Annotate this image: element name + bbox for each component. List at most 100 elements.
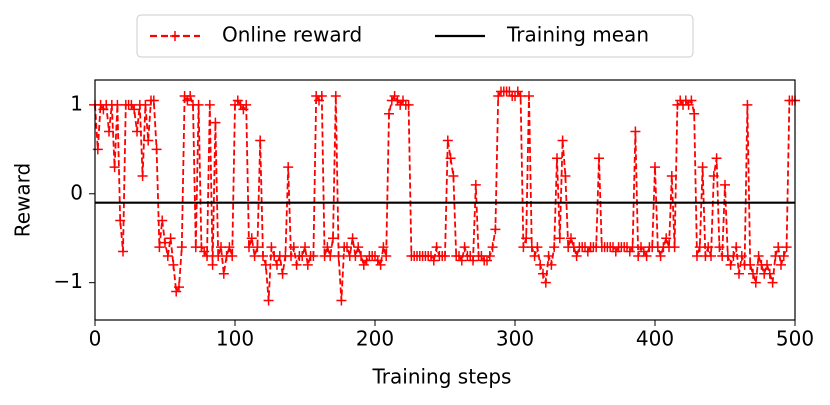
- y-tick-label: 0: [70, 180, 83, 204]
- x-tick-label: 200: [356, 327, 394, 351]
- marker: [286, 251, 296, 261]
- marker: [112, 99, 123, 110]
- marker: [160, 237, 170, 248]
- marker: [440, 251, 450, 261]
- marker: [210, 117, 221, 128]
- y-axis-label: Reward: [11, 163, 35, 237]
- marker: [403, 99, 414, 110]
- marker: [703, 242, 714, 253]
- marker: [630, 126, 641, 137]
- marker: [767, 277, 778, 288]
- marker: [148, 95, 159, 106]
- marker: [728, 251, 739, 261]
- marker: [347, 233, 358, 244]
- marker: [711, 153, 722, 164]
- marker: [554, 233, 565, 244]
- marker: [524, 91, 534, 101]
- marker: [442, 135, 453, 146]
- x-tick-label: 300: [496, 327, 534, 351]
- marker: [540, 277, 551, 288]
- marker: [515, 91, 526, 101]
- marker: [283, 162, 294, 173]
- marker: [594, 153, 604, 164]
- marker: [140, 99, 151, 110]
- marker: [742, 99, 753, 110]
- marker: [316, 91, 327, 101]
- marker: [708, 171, 719, 181]
- marker: [162, 251, 173, 261]
- marker: [154, 242, 165, 253]
- marker: [736, 251, 747, 261]
- legend-label: Training mean: [506, 23, 649, 47]
- marker: [764, 268, 775, 279]
- marker: [174, 282, 184, 293]
- marker: [456, 255, 467, 266]
- marker: [725, 259, 736, 270]
- marker: [137, 171, 148, 181]
- marker: [297, 251, 308, 261]
- marker: [157, 215, 168, 226]
- marker: [633, 251, 644, 261]
- marker: [627, 242, 638, 253]
- marker: [484, 251, 495, 261]
- legend-marker: [170, 31, 180, 41]
- marker: [470, 179, 481, 190]
- marker: [745, 259, 756, 270]
- marker: [342, 242, 352, 253]
- marker: [336, 295, 347, 306]
- marker: [487, 242, 498, 253]
- marker: [776, 259, 786, 270]
- marker: [375, 259, 386, 270]
- marker: [300, 242, 310, 253]
- marker: [566, 233, 576, 244]
- plot-frame: [94, 79, 796, 321]
- marker: [165, 233, 176, 244]
- marker: [104, 126, 114, 137]
- marker: [689, 108, 700, 119]
- marker: [641, 251, 652, 261]
- y-tick-label: −1: [54, 269, 83, 293]
- marker: [532, 242, 543, 253]
- marker: [781, 242, 792, 253]
- marker: [714, 242, 725, 253]
- marker: [244, 242, 254, 253]
- marker: [213, 251, 224, 261]
- legend-label: Online reward: [222, 23, 362, 47]
- marker: [216, 242, 226, 253]
- marker: [266, 242, 277, 253]
- marker: [132, 126, 142, 137]
- marker: [204, 99, 215, 110]
- marker: [773, 242, 784, 253]
- marker: [218, 268, 229, 279]
- marker: [445, 153, 456, 164]
- marker: [129, 104, 140, 115]
- marker: [384, 108, 394, 119]
- line: [94, 89, 795, 301]
- marker: [378, 242, 389, 253]
- marker: [650, 162, 660, 173]
- marker: [669, 242, 680, 253]
- marker: [252, 242, 263, 253]
- marker: [328, 233, 338, 244]
- marker: [353, 242, 364, 253]
- marker: [753, 251, 764, 261]
- marker: [731, 242, 742, 253]
- marker: [115, 215, 126, 226]
- marker: [538, 268, 548, 279]
- marker: [255, 135, 266, 146]
- marker: [224, 242, 235, 253]
- marker: [770, 251, 781, 261]
- marker: [706, 251, 716, 261]
- marker: [535, 259, 546, 270]
- marker: [571, 251, 582, 261]
- marker: [518, 242, 529, 253]
- marker: [459, 242, 470, 253]
- marker: [428, 255, 439, 266]
- marker: [143, 135, 154, 146]
- marker: [543, 251, 554, 261]
- marker: [748, 268, 758, 279]
- marker: [249, 251, 260, 261]
- marker: [521, 233, 532, 244]
- marker: [549, 242, 560, 253]
